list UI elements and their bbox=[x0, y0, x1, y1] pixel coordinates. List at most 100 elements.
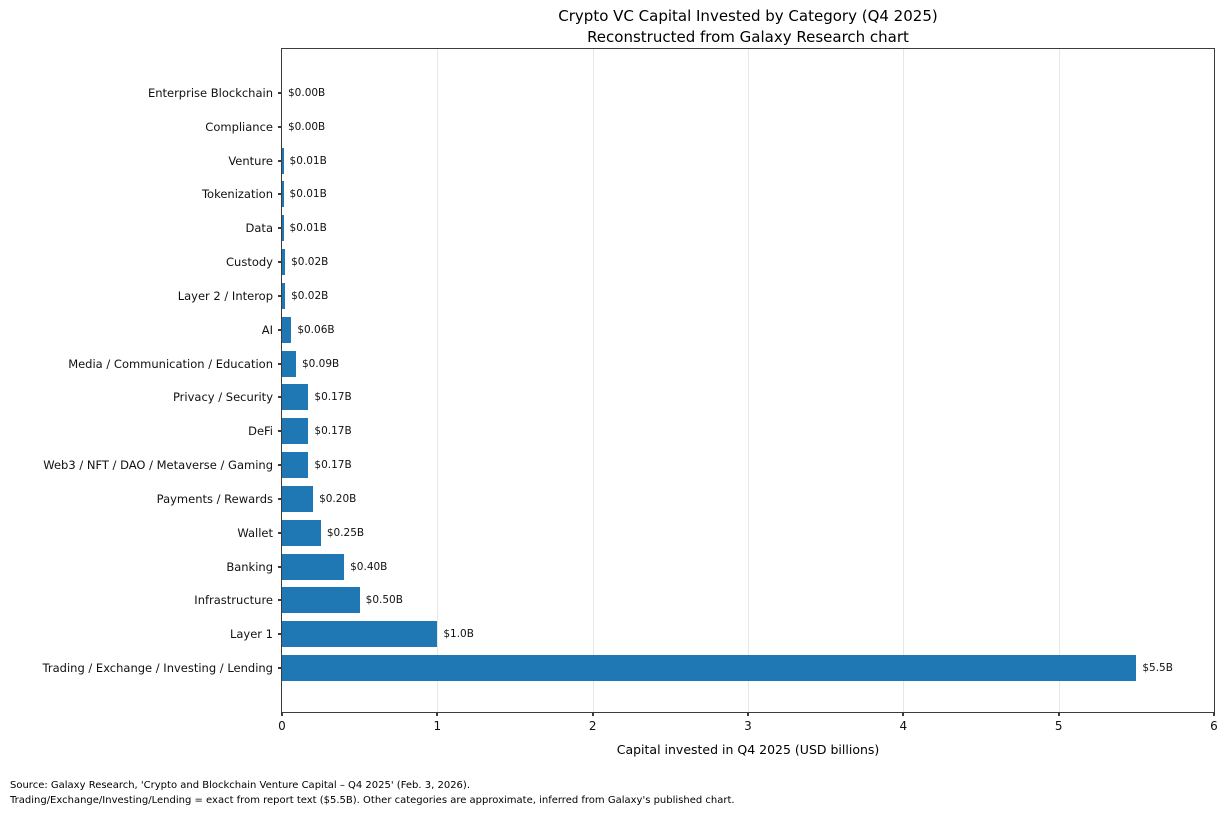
value-label: $0.01B bbox=[289, 222, 327, 235]
plot-area: Enterprise Blockchain $0.00B Compliance $0.… bbox=[43, 48, 1218, 757]
gridlines bbox=[282, 49, 1214, 712]
bar bbox=[282, 553, 345, 580]
y-tick bbox=[278, 159, 282, 162]
bar-row: Web3 / NFT / DAO / Metaverse / Gaming $0.… bbox=[43, 448, 1214, 482]
bars-container: Enterprise Blockchain $0.00B Compliance $0.… bbox=[43, 49, 1214, 712]
y-tick bbox=[278, 261, 282, 264]
y-tick bbox=[278, 362, 282, 365]
bar-row: Enterprise Blockchain $0.00B bbox=[148, 76, 1214, 110]
bar-row: Layer 2 / Interop $0.02B bbox=[178, 279, 1214, 313]
bar bbox=[282, 452, 309, 479]
category-label: Media / Communication / Education bbox=[68, 356, 273, 371]
chart-title: Crypto VC Capital Invested by Category (… bbox=[281, 6, 1215, 48]
category-label: Tokenization bbox=[201, 187, 273, 202]
gridline bbox=[592, 49, 594, 712]
bar-row: Infrastructure $0.50B bbox=[194, 583, 1214, 617]
bar-row: AI $0.06B bbox=[262, 313, 1214, 347]
x-tick-label: 0 bbox=[278, 719, 286, 733]
y-tick bbox=[278, 464, 282, 467]
y-tick bbox=[278, 497, 282, 500]
bar bbox=[282, 384, 309, 411]
x-tick-label: 1 bbox=[433, 719, 442, 733]
bar-row: Data $0.01B bbox=[246, 211, 1214, 245]
bar-row: Trading / Exchange / Investing / Lending… bbox=[43, 651, 1214, 685]
value-label: $0.09B bbox=[301, 357, 340, 370]
gridline bbox=[903, 49, 905, 712]
x-tick-label: 2 bbox=[588, 719, 597, 733]
x-tick-label: 4 bbox=[899, 719, 908, 733]
x-tick bbox=[591, 712, 594, 716]
bar bbox=[282, 181, 284, 208]
value-label: $0.20B bbox=[319, 492, 357, 505]
category-label: Layer 2 / Interop bbox=[177, 288, 273, 303]
x-tick bbox=[902, 712, 905, 716]
bar-row: DeFi $0.17B bbox=[248, 414, 1214, 448]
gridline bbox=[748, 49, 749, 712]
bar-row: Venture $0.01B bbox=[228, 144, 1214, 178]
value-label: $0.00B bbox=[288, 86, 326, 99]
chart-title-line1: Crypto VC Capital Invested by Category (… bbox=[558, 7, 938, 25]
y-tick bbox=[278, 565, 282, 568]
x-axis-label: Capital invested in Q4 2025 (USD billion… bbox=[616, 742, 880, 757]
bar bbox=[282, 350, 296, 377]
category-label: Web3 / NFT / DAO / Metaverse / Gaming bbox=[43, 458, 273, 473]
bar bbox=[282, 519, 321, 546]
category-label: Infrastructure bbox=[194, 593, 273, 608]
bar-row: Tokenization $0.01B bbox=[202, 177, 1214, 211]
x-tick-label: 3 bbox=[744, 719, 752, 733]
value-label: $0.01B bbox=[289, 154, 327, 167]
category-label: Enterprise Blockchain bbox=[147, 85, 273, 100]
x-tick bbox=[1213, 712, 1215, 716]
bar bbox=[282, 621, 438, 648]
bar-row: Compliance $0.00B bbox=[205, 110, 1214, 144]
methodology-line: Trading/Exchange/Investing/Lending = exa… bbox=[10, 794, 735, 806]
y-tick bbox=[278, 328, 282, 331]
value-label: $0.17B bbox=[314, 425, 352, 438]
bar-row: Wallet $0.25B bbox=[237, 516, 1214, 550]
bar bbox=[282, 215, 284, 242]
value-label: $0.17B bbox=[314, 391, 352, 404]
category-label: Privacy / Security bbox=[172, 390, 273, 405]
bar bbox=[282, 587, 360, 614]
gridline bbox=[437, 49, 439, 712]
y-tick bbox=[278, 125, 282, 128]
category-label: AI bbox=[261, 322, 273, 337]
y-tick bbox=[278, 531, 282, 534]
value-label: $5.5B bbox=[1142, 661, 1173, 674]
category-label: DeFi bbox=[248, 424, 273, 439]
category-label: Data bbox=[245, 221, 273, 236]
category-label: Layer 1 bbox=[229, 627, 273, 642]
x-tick bbox=[747, 712, 749, 716]
category-label: Banking bbox=[226, 559, 273, 574]
category-label: Payments / Rewards bbox=[156, 491, 273, 506]
chart-title-line2: Reconstructed from Galaxy Research chart bbox=[587, 28, 909, 46]
value-label: $0.17B bbox=[314, 459, 352, 472]
y-tick bbox=[278, 193, 282, 196]
bar bbox=[282, 418, 309, 445]
source-line: Source: Galaxy Research, 'Crypto and Blo… bbox=[10, 780, 470, 791]
bar-row: Layer 1 $1.0B bbox=[230, 617, 1214, 651]
y-tick bbox=[278, 633, 282, 636]
value-label: $0.25B bbox=[326, 526, 365, 539]
value-label: $0.40B bbox=[350, 560, 388, 573]
bar-row: Privacy / Security $0.17B bbox=[173, 380, 1214, 414]
bar bbox=[282, 282, 286, 309]
y-tick bbox=[278, 227, 282, 230]
category-label: Venture bbox=[228, 153, 273, 168]
y-tick bbox=[278, 430, 282, 433]
bar bbox=[282, 654, 1137, 681]
bar-row: Media / Communication / Education $0.09B bbox=[68, 347, 1214, 381]
y-tick bbox=[278, 666, 282, 669]
value-label: $0.02B bbox=[291, 289, 329, 302]
category-label: Compliance bbox=[205, 119, 273, 134]
x-tick-label: 6 bbox=[1210, 719, 1218, 733]
x-tick bbox=[1057, 712, 1060, 716]
y-tick bbox=[278, 599, 282, 602]
y-tick bbox=[278, 396, 282, 399]
gridline bbox=[1058, 49, 1060, 712]
bar bbox=[282, 147, 284, 174]
x-tick bbox=[281, 712, 283, 716]
category-label: Custody bbox=[226, 255, 273, 270]
bar-row: Custody $0.02B bbox=[226, 245, 1214, 279]
